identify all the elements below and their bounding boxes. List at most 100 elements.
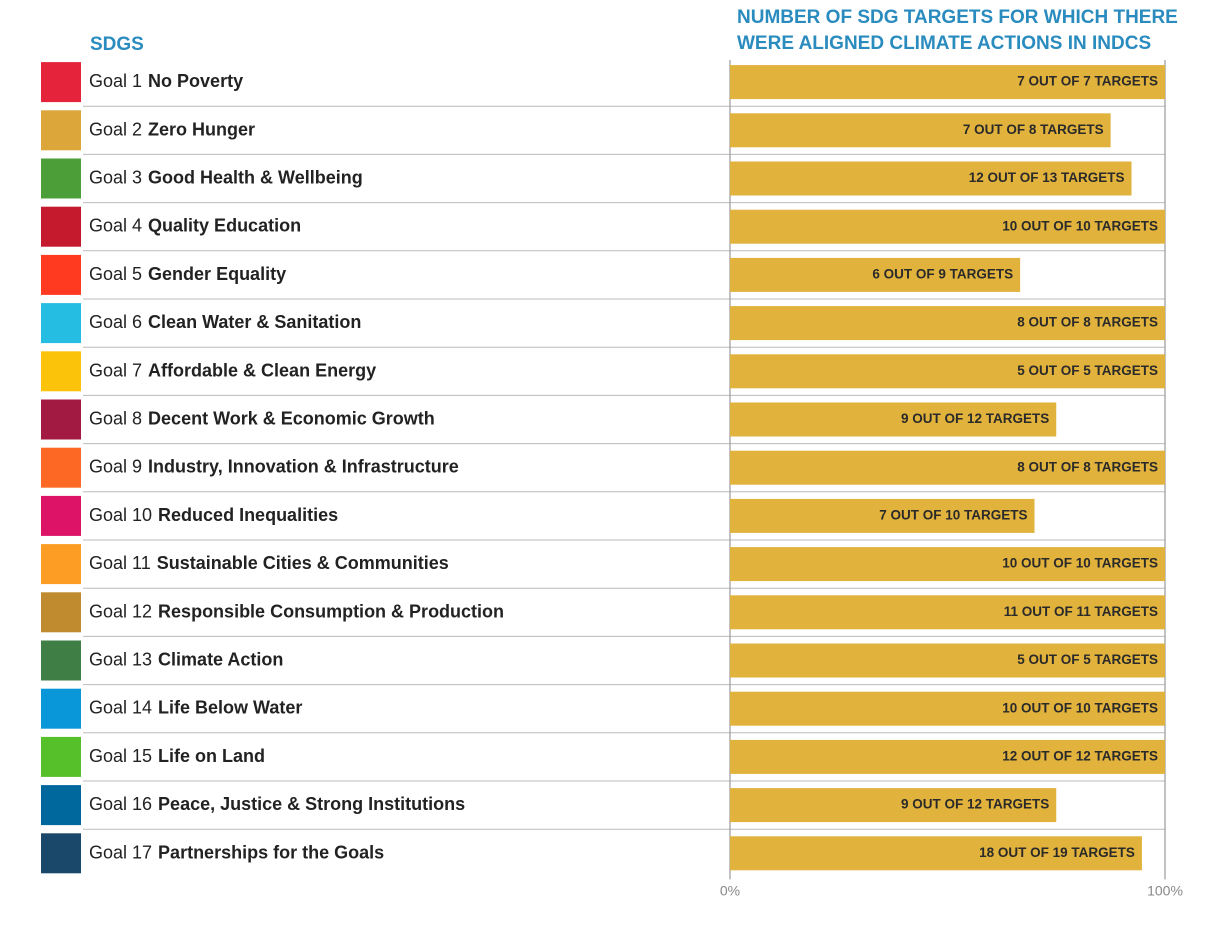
subtitle-line: NUMBER OF SDG TARGETS FOR WHICH THERE [737,7,1178,28]
value-label: 5 OUT OF 5 TARGETS [1017,652,1158,667]
goal-icon [41,785,81,826]
goal-icon [41,158,81,199]
goal-icon [41,592,81,633]
value-label: 10 OUT OF 10 TARGETS [1002,700,1158,715]
goal-icon [41,640,81,681]
goal-icon [41,351,81,392]
goal-number: Goal 9 [89,456,142,476]
value-label: 10 OUT OF 10 TARGETS [1002,556,1158,571]
goal-icon [41,447,81,488]
goal-label: Goal 13 Climate Action [89,649,283,669]
goal-label: Goal 2 Zero Hunger [89,119,255,139]
goal-name: Affordable & Clean Energy [148,360,376,380]
goal-label: Goal 4 Quality Education [89,215,301,235]
goal-icon [41,62,81,103]
goal-number: Goal 1 [89,71,142,91]
goal-number: Goal 4 [89,215,142,235]
bar [730,257,1021,292]
goal-label: Goal 10 Reduced Inequalities [89,505,338,525]
value-label: 12 OUT OF 12 TARGETS [1002,748,1158,763]
bar [730,450,1165,485]
goal-number: Goal 13 [89,649,152,669]
goal-icon [41,303,81,344]
value-label: 8 OUT OF 8 TARGETS [1017,315,1158,330]
goal-number: Goal 15 [89,746,152,766]
goal-icon [41,254,81,295]
value-label: 7 OUT OF 8 TARGETS [963,122,1104,137]
goal-name: Sustainable Cities & Communities [157,553,449,573]
goal-name: Zero Hunger [148,119,255,139]
goal-label: Goal 12 Responsible Consumption & Product… [89,601,504,621]
bar [730,65,1165,100]
bar [730,402,1057,437]
goal-icon [41,399,81,440]
chart-title: SDGS [90,34,144,55]
goal-icon [41,736,81,777]
goal-name: Industry, Innovation & Infrastructure [148,456,459,476]
goal-icon [41,833,81,874]
value-label: 5 OUT OF 5 TARGETS [1017,363,1158,378]
goal-name: Gender Equality [148,264,286,284]
bar [730,788,1057,823]
goal-number: Goal 12 [89,601,152,621]
value-label: 8 OUT OF 8 TARGETS [1017,459,1158,474]
bar [730,113,1111,148]
goal-icon [41,544,81,585]
value-label: 9 OUT OF 12 TARGETS [901,411,1049,426]
goal-number: Goal 7 [89,360,142,380]
bar [730,595,1165,630]
value-label: 10 OUT OF 10 TARGETS [1002,218,1158,233]
value-label: 7 OUT OF 10 TARGETS [879,507,1027,522]
goal-label: Goal 5 Gender Equality [89,264,286,284]
goal-number: Goal 8 [89,408,142,428]
goal-name: No Poverty [148,71,243,91]
goal-icon [41,495,81,536]
bar [730,547,1165,582]
value-label: 7 OUT OF 7 TARGETS [1017,74,1158,89]
goal-name: Life Below Water [158,697,302,717]
goal-label: Goal 16 Peace, Justice & Strong Instituti… [89,794,465,814]
goal-name: Partnerships for the Goals [158,842,384,862]
goal-label: Goal 14 Life Below Water [89,697,302,717]
goal-name: Peace, Justice & Strong Institutions [158,794,465,814]
x-tick-label: 0% [720,883,740,899]
value-label: 11 OUT OF 11 TARGETS [1004,604,1158,619]
value-label: 9 OUT OF 12 TARGETS [901,797,1049,812]
bar [730,354,1165,389]
goal-name: Quality Education [148,215,301,235]
bar [730,836,1142,871]
goal-label: Goal 7 Affordable & Clean Energy [89,360,376,380]
goal-number: Goal 11 [89,553,151,573]
goal-icon [41,110,81,151]
bar [730,739,1165,774]
goal-label: Goal 15 Life on Land [89,746,265,766]
goal-label: Goal 6 Clean Water & Sanitation [89,312,361,332]
x-tick-label: 100% [1147,883,1183,899]
bar [730,209,1165,244]
goal-label: Goal 11 Sustainable Cities & Communities [89,553,449,573]
goal-name: Reduced Inequalities [158,505,338,525]
goal-label: Goal 1 No Poverty [89,71,243,91]
bar [730,498,1035,533]
goal-number: Goal 10 [89,505,152,525]
bar [730,161,1132,196]
value-label: 6 OUT OF 9 TARGETS [872,266,1013,281]
goal-label: Goal 8 Decent Work & Economic Growth [89,408,435,428]
goal-name: Climate Action [158,649,283,669]
goal-label: Goal 3 Good Health & Wellbeing [89,167,363,187]
goal-number: Goal 14 [89,697,152,717]
bar [730,306,1165,341]
goal-icon [41,688,81,729]
goal-name: Clean Water & Sanitation [148,312,361,332]
goal-name: Good Health & Wellbeing [148,167,363,187]
subtitle-line: WERE ALIGNED CLIMATE ACTIONS IN INDCS [737,33,1151,54]
value-label: 18 OUT OF 19 TARGETS [979,845,1135,860]
bar [730,691,1165,726]
goal-icon [41,206,81,247]
goal-number: Goal 17 [89,842,152,862]
goal-number: Goal 6 [89,312,142,332]
goal-number: Goal 2 [89,119,142,139]
goal-name: Life on Land [158,746,265,766]
goal-name: Responsible Consumption & Production [158,601,504,621]
